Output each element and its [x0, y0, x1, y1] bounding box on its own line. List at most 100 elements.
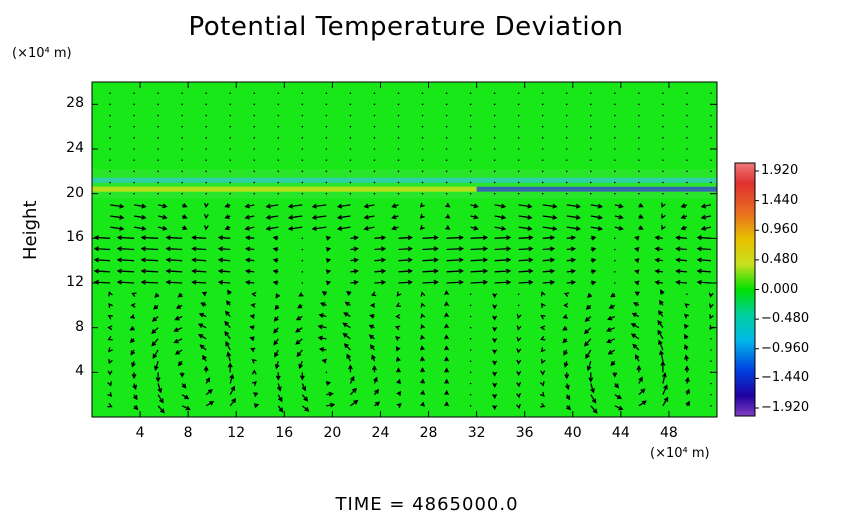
vector-dot	[373, 148, 376, 150]
vector-arrow	[446, 281, 463, 284]
vector-arrowhead	[225, 341, 230, 347]
vector-arrow	[95, 259, 111, 262]
vector-dot	[493, 92, 496, 94]
vector-arrowhead	[303, 396, 309, 402]
vector-arrowhead	[181, 383, 187, 389]
y-tick-label: 16	[66, 229, 84, 246]
vector-dot	[565, 148, 568, 150]
vector-arrowhead	[663, 396, 669, 402]
vector-arrowhead	[527, 214, 533, 220]
vector-dot	[109, 159, 111, 161]
vector-dot	[589, 170, 592, 173]
vector-arrow	[494, 259, 510, 262]
vector-dot	[686, 137, 688, 139]
vector-dot	[517, 159, 520, 161]
vector-arrowhead	[492, 360, 498, 366]
vector-dot	[205, 170, 207, 173]
vector-dot	[157, 103, 159, 106]
vector-arrowhead	[696, 246, 702, 252]
colorbar-tick-label: 0.000	[761, 281, 799, 297]
vector-dot	[614, 248, 616, 251]
vector-dot	[517, 148, 520, 150]
vector-dot	[469, 405, 472, 407]
vector-arrowhead	[191, 279, 197, 285]
vector-arrowhead	[165, 235, 171, 241]
vector-arrow	[662, 385, 668, 395]
vector-arrowhead	[685, 388, 690, 394]
vector-arrowhead	[321, 291, 327, 296]
vector-arrowhead	[562, 326, 568, 331]
vector-dot	[229, 159, 232, 161]
vector-arrowhead	[515, 403, 521, 410]
vector-dot	[662, 159, 664, 161]
vector-arrowhead	[224, 203, 230, 208]
vector-arrowhead	[184, 394, 190, 400]
vector-arrowhead	[528, 235, 534, 241]
vector-arrowhead	[116, 246, 122, 252]
vector-arrowhead	[129, 325, 135, 331]
vector-arrowhead	[325, 269, 332, 275]
vector-dot	[109, 103, 111, 106]
vector-arrowhead	[482, 257, 489, 263]
vector-arrowhead	[273, 328, 279, 334]
vector-arrowhead	[298, 292, 304, 297]
vector-arrowhead	[182, 203, 188, 208]
vector-dot	[205, 181, 207, 184]
vector-arrowhead	[119, 203, 125, 209]
vector-dot	[205, 92, 207, 94]
vector-arrow	[446, 270, 463, 273]
vector-dot	[469, 393, 472, 396]
vector-arrowhead	[539, 391, 545, 397]
plot-frame	[91, 81, 718, 418]
y-tick-label: 12	[66, 274, 84, 290]
vector-arrow	[219, 236, 231, 239]
vector-arrowhead	[458, 279, 464, 285]
vector-dot	[469, 315, 472, 318]
vector-arrowhead	[606, 327, 612, 332]
vector-arrowhead	[562, 314, 568, 319]
vector-arrow	[518, 236, 533, 239]
vector-dot	[397, 114, 400, 117]
vector-dot	[277, 125, 280, 128]
vector-arrowhead	[610, 361, 616, 367]
vector-arrowhead	[685, 400, 690, 406]
vector-arrowhead	[641, 400, 647, 406]
vector-arrow	[590, 394, 597, 403]
vector-arrowhead	[527, 203, 533, 209]
vector-arrowhead	[244, 279, 251, 285]
vector-arrowhead	[253, 403, 260, 409]
vector-arrowhead	[570, 246, 577, 252]
vector-arrowhead	[130, 302, 136, 308]
vector-arrowhead	[201, 291, 207, 297]
vector-dot	[662, 125, 664, 128]
vector-dot	[181, 137, 183, 139]
vector-arrowhead	[445, 225, 451, 230]
vector-dot	[109, 114, 111, 117]
vector-arrow	[518, 281, 533, 284]
vector-arrowhead	[224, 310, 230, 316]
vector-arrowhead	[131, 292, 137, 298]
x-tick-label: 40	[563, 425, 582, 441]
vector-arrow	[95, 236, 111, 239]
vector-arrowhead	[634, 258, 640, 263]
vector-dot	[157, 159, 159, 161]
field-halo	[92, 169, 717, 199]
vector-arrow	[166, 259, 183, 262]
vector-arrowhead	[129, 338, 135, 344]
chart-title: Potential Temperature Deviation	[188, 12, 624, 42]
vector-arrowhead	[363, 225, 369, 231]
vector-dot	[109, 192, 111, 195]
vector-arrowhead	[591, 235, 597, 241]
vector-arrowhead	[492, 382, 498, 388]
vector-arrowhead	[696, 268, 702, 274]
vector-arrowhead	[586, 365, 592, 372]
vector-arrowhead	[630, 333, 637, 339]
vector-arrowhead	[277, 397, 283, 403]
vector-arrowhead	[318, 347, 325, 352]
vector-arrowhead	[272, 280, 279, 286]
vector-arrowhead	[165, 246, 171, 252]
vector-arrowhead	[540, 314, 546, 320]
vector-dot	[710, 382, 712, 385]
vector-arrowhead	[565, 384, 570, 391]
vector-arrowhead	[634, 235, 640, 241]
